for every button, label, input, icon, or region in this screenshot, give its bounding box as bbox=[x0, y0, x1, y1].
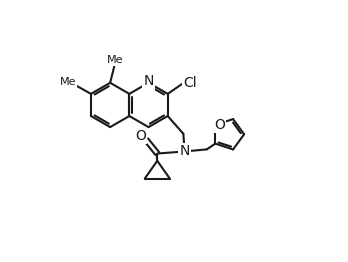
Text: Me: Me bbox=[60, 77, 76, 88]
Text: Cl: Cl bbox=[183, 76, 197, 90]
Text: Me: Me bbox=[107, 55, 124, 65]
Text: O: O bbox=[135, 129, 146, 143]
Text: N: N bbox=[180, 144, 190, 159]
Text: O: O bbox=[214, 118, 225, 132]
Text: N: N bbox=[143, 74, 154, 89]
